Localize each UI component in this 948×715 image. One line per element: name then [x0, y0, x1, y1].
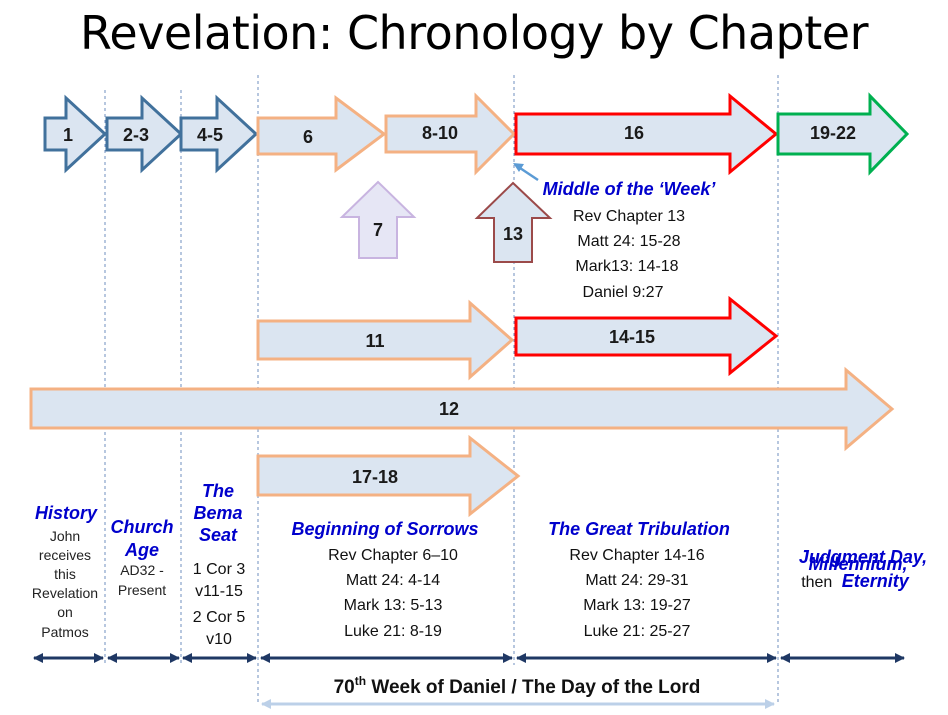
arrow-ch12: 12 [29, 366, 895, 452]
history-line-5: on [57, 604, 73, 620]
bema-line-1: 1 Cor 3 [193, 561, 246, 578]
church-age-line-2: Present [118, 582, 166, 598]
middle-of-week-heading: Middle of the ‘Week’ [543, 179, 717, 199]
church-age-line-1: AD32 - [120, 562, 164, 578]
arrow-ch6-label: 6 [303, 127, 313, 147]
arrow-ch4-5: 4-5 [179, 94, 259, 174]
bema-heading-1: The [202, 481, 234, 501]
millennium-heading-2: Judgment Day, [799, 547, 927, 567]
sorrows-line-4: Luke 21: 8-19 [344, 623, 442, 640]
week-label-text: Week of Daniel / The Day of the Lord [366, 677, 700, 698]
arrow-ch12-label: 12 [439, 399, 459, 419]
tribulation-line-4: Luke 21: 25-27 [584, 623, 691, 640]
arrow-ch14-15: 14-15 [514, 295, 779, 377]
arrow-ch17-18: 17-18 [256, 434, 521, 518]
church-age-heading-1: Church [111, 517, 174, 537]
middle-pointer-arrow [513, 163, 539, 182]
period-millennium: Millennium, Judgment Day, then Eternity [799, 547, 927, 591]
arrow-ch13: 13 [474, 181, 553, 263]
tribulation-line-3: Mark 13: 19-27 [583, 597, 691, 614]
arrow-ch1: 1 [43, 94, 108, 174]
history-heading: History [35, 503, 98, 523]
arrow-ch13-label: 13 [503, 224, 523, 244]
sorrows-line-3: Mark 13: 5-13 [344, 597, 443, 614]
tribulation-heading: The Great Tribulation [548, 519, 730, 539]
period-history: History John receives this Revelation on… [32, 503, 98, 640]
church-age-heading-2: Age [124, 540, 159, 560]
sorrows-heading: Beginning of Sorrows [292, 519, 479, 539]
middle-of-week-line-1: Rev Chapter 13 [573, 208, 685, 225]
period-beginning-of-sorrows: Beginning of Sorrows Rev Chapter 6–10 Ma… [292, 519, 479, 640]
middle-of-week-line-4: Daniel 9:27 [583, 284, 664, 301]
arrow-ch7-label: 7 [373, 220, 383, 240]
middle-of-week-line-3: Mark13: 14-18 [575, 258, 678, 275]
arrow-ch17-18-label: 17-18 [352, 467, 398, 487]
arrow-ch14-15-label: 14-15 [609, 327, 655, 347]
tribulation-line-2: Matt 24: 29-31 [585, 572, 688, 589]
millennium-then: then [801, 574, 832, 591]
week-label-number: 70 [334, 677, 355, 698]
arrow-ch8-10: 8-10 [384, 92, 517, 176]
arrow-ch8-10-label: 8-10 [422, 123, 458, 143]
sorrows-line-2: Matt 24: 4-14 [346, 572, 440, 589]
arrow-ch4-5-label: 4-5 [197, 125, 223, 145]
period-bema-seat: The Bema Seat 1 Cor 3 v11-15 2 Cor 5 v10 [193, 481, 246, 648]
millennium-eternity-line: then Eternity [801, 571, 910, 591]
middle-of-week-block: Middle of the ‘Week’ Rev Chapter 13 Matt… [543, 179, 717, 301]
period-church-age: Church Age AD32 - Present [111, 517, 174, 598]
sorrows-line-1: Rev Chapter 6–10 [328, 547, 458, 564]
arrow-ch19-22-label: 19-22 [810, 123, 856, 143]
tribulation-line-1: Rev Chapter 14-16 [569, 547, 704, 564]
millennium-heading-1: Millennium, [809, 554, 908, 574]
arrow-ch2-3: 2-3 [105, 94, 184, 174]
history-line-2: receives [39, 547, 91, 563]
arrow-ch16-label: 16 [624, 123, 644, 143]
history-line-4: Revelation [32, 585, 98, 601]
arrow-ch16: 16 [514, 92, 779, 176]
arrow-ch11-label: 11 [365, 331, 384, 351]
bema-heading-2: Bema [193, 503, 242, 523]
arrow-ch2-3-label: 2-3 [123, 125, 149, 145]
history-line-3: this [54, 566, 76, 582]
bema-line-3: 2 Cor 5 [193, 609, 246, 626]
bema-line-2: v11-15 [195, 583, 243, 600]
arrow-ch19-22: 19-22 [776, 92, 910, 176]
history-line-6: Patmos [41, 624, 88, 640]
arrow-ch6: 6 [256, 95, 387, 173]
arrow-ch1-label: 1 [63, 125, 73, 145]
week-label-sup: th [355, 674, 366, 688]
page-title: Revelation: Chronology by Chapter [80, 6, 868, 60]
history-line-1: John [50, 528, 80, 544]
week-label: 70th Week of Daniel / The Day of the Lor… [334, 674, 701, 698]
arrow-ch11: 11 [256, 299, 515, 381]
middle-of-week-line-2: Matt 24: 15-28 [577, 233, 680, 250]
bema-line-4: v10 [206, 631, 232, 648]
bema-heading-3: Seat [199, 525, 238, 545]
arrow-ch7: 7 [339, 180, 417, 259]
millennium-eternity: Eternity [842, 571, 910, 591]
period-great-tribulation: The Great Tribulation Rev Chapter 14-16 … [548, 519, 730, 640]
